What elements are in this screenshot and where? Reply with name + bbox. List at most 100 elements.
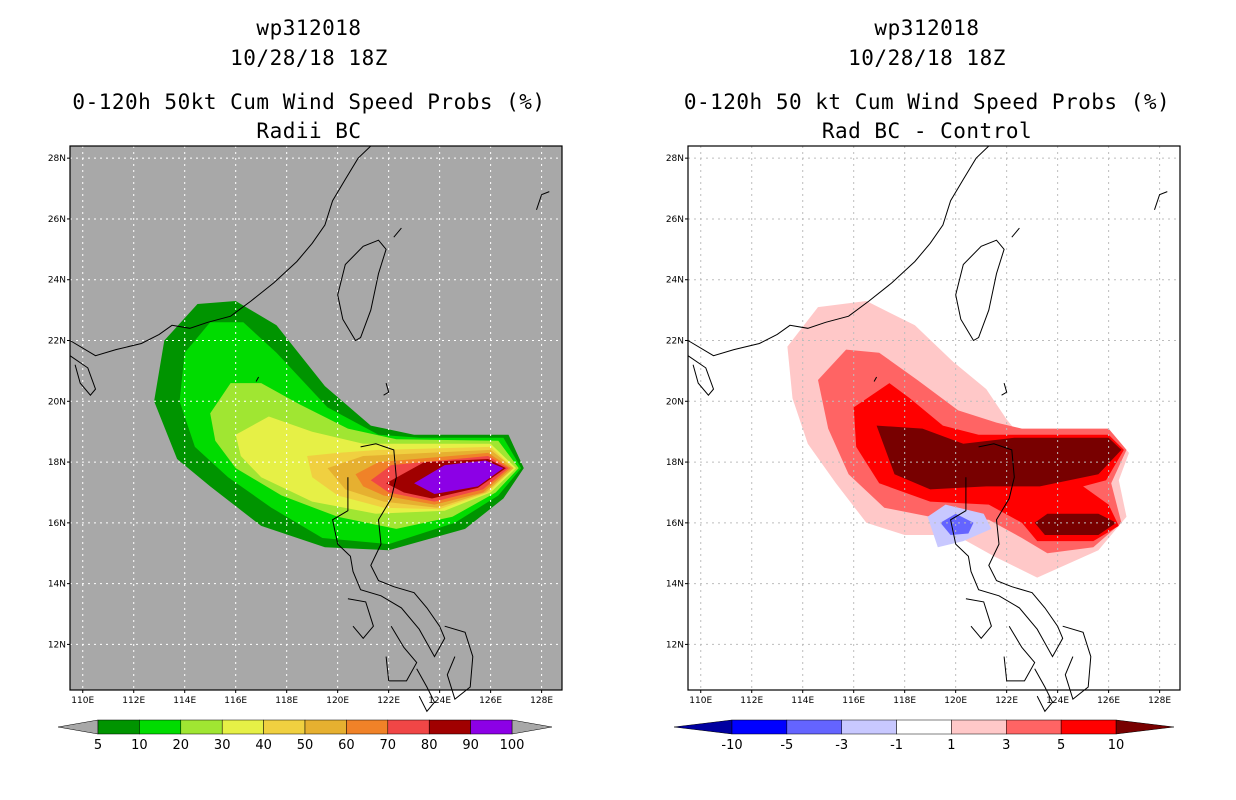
colorbar-swatch	[731, 719, 788, 735]
colorbar-swatch	[896, 719, 952, 735]
axis-labels: 110E 112E 114E 116E 118E 120E 122E 124E 126E 128E…	[48, 154, 554, 706]
difference-map: 110E 112E 114E 116E 118E 120E 122E 124E 126E 128E…	[666, 145, 1181, 753]
colorbar-label: 30	[214, 738, 231, 753]
probability-contours	[154, 301, 524, 551]
y-tick-label: 12N	[666, 640, 684, 650]
x-tick-label: 126E	[1097, 696, 1120, 706]
colorbar-label: -10	[721, 738, 742, 753]
okinawa	[536, 191, 550, 210]
x-tick-label: 122E	[377, 696, 400, 706]
grid-lines	[688, 146, 1180, 690]
colorbar-swatch	[180, 719, 223, 735]
colorbar-swatch	[304, 719, 347, 735]
colorbar-swatch	[428, 719, 471, 735]
y-tick-label: 28N	[666, 154, 684, 164]
negros-cebu	[1034, 668, 1054, 713]
coast-south-china	[69, 145, 372, 357]
okinawa	[1154, 191, 1168, 210]
coast-leizhou	[687, 355, 715, 396]
chart-subtitle: Rad BC - Control	[821, 119, 1033, 143]
y-tick-label: 14N	[48, 580, 66, 590]
x-tick-label: 112E	[122, 696, 145, 706]
x-tick-label: 110E	[689, 696, 712, 706]
batanes	[383, 382, 390, 396]
panay	[385, 625, 418, 682]
y-tick-label: 24N	[48, 276, 66, 286]
colorbar-over	[511, 719, 553, 735]
x-tick-label: 112E	[740, 696, 763, 706]
y-tick-label: 14N	[666, 580, 684, 590]
y-tick-label: 28N	[48, 154, 66, 164]
colorbar-label: 10	[131, 738, 148, 753]
x-tick-label: 124E	[1046, 696, 1069, 706]
grid-lines	[70, 146, 562, 690]
chart-subtitle: Radii BC	[256, 119, 362, 143]
colorbar-swatch	[470, 719, 513, 735]
plot-frame	[687, 145, 1181, 691]
colorbar-label: -1	[890, 738, 903, 753]
colorbar-swatch	[841, 719, 897, 735]
colorbar-swatch	[786, 719, 842, 735]
luzon	[332, 443, 446, 658]
x-tick-label: 114E	[791, 696, 814, 706]
band-90	[414, 460, 504, 494]
coast-south-china	[687, 145, 990, 357]
pratas	[255, 376, 260, 382]
x-tick-label: 116E	[842, 696, 865, 706]
y-tick-label: 16N	[48, 519, 66, 529]
colorbar: -10 -5 -3 -1 1 3 5 10	[673, 719, 1175, 753]
colorbar-label: 1	[947, 738, 955, 753]
colorbar-label: 40	[255, 738, 272, 753]
coastlines	[69, 145, 550, 713]
panel-radii-bc: wp312018 10/28/18 18Z 0-120h 50kt Cum Wi…	[48, 16, 563, 753]
y-tick-label: 20N	[666, 397, 684, 407]
x-tick-label: 124E	[428, 696, 451, 706]
y-tick-label: 20N	[48, 397, 66, 407]
band-plus-10-south	[1034, 513, 1117, 535]
panay	[1003, 625, 1036, 682]
taiwan	[955, 239, 1005, 342]
valid-time: 10/28/18 18Z	[848, 46, 1006, 70]
taiwan	[337, 239, 387, 342]
axis-labels: 110E 112E 114E 116E 118E 120E 122E 124E 126E 128E…	[666, 154, 1172, 706]
colorbar-swatch	[221, 719, 264, 735]
colorbar-under	[57, 719, 99, 735]
colorbar: 5 10 20 30 40 50 60 70 80 90 100	[57, 719, 553, 753]
x-tick-label: 122E	[995, 696, 1018, 706]
islet-east	[1011, 227, 1020, 238]
chart-title: 0-120h 50 kt Cum Wind Speed Probs (%)	[683, 90, 1171, 114]
valid-time: 10/28/18 18Z	[230, 46, 388, 70]
y-tick-label: 26N	[666, 215, 684, 225]
colorbar-swatch	[1060, 719, 1117, 735]
colorbar-label: -5	[780, 738, 793, 753]
colorbar-swatch	[1006, 719, 1062, 735]
colorbar-swatch	[97, 719, 140, 735]
luzon	[950, 443, 1064, 658]
coast-leizhou	[69, 355, 97, 396]
chart-title: 0-120h 50kt Cum Wind Speed Probs (%)	[72, 90, 546, 114]
x-tick-label: 126E	[479, 696, 502, 706]
band-plus-10-north	[876, 425, 1122, 490]
x-tick-label: 114E	[173, 696, 196, 706]
colorbar-label: -3	[835, 738, 848, 753]
x-tick-label: 128E	[530, 696, 553, 706]
colorbar-swatch	[139, 719, 182, 735]
y-tick-label: 18N	[666, 458, 684, 468]
y-tick-label: 18N	[48, 458, 66, 468]
mindoro	[347, 598, 374, 640]
colorbar-label: 5	[1057, 738, 1065, 753]
x-tick-label: 128E	[1148, 696, 1171, 706]
colorbar-swatch	[387, 719, 430, 735]
colorbar-label: 50	[297, 738, 314, 753]
storm-id: wp312018	[256, 16, 362, 40]
prob-map: 110E 112E 114E 116E 118E 120E 122E 124E 126E 128E…	[48, 145, 563, 753]
y-tick-label: 26N	[48, 215, 66, 225]
colorbar-label: 100	[500, 738, 525, 753]
colorbar-label: 70	[380, 738, 397, 753]
panel-difference: wp312018 10/28/18 18Z 0-120h 50 kt Cum W…	[618, 0, 1236, 800]
colorbar-label: 60	[338, 738, 355, 753]
x-tick-label: 120E	[944, 696, 967, 706]
colorbar-label: 20	[173, 738, 190, 753]
colorbar-label: 90	[462, 738, 479, 753]
y-tick-label: 24N	[666, 276, 684, 286]
